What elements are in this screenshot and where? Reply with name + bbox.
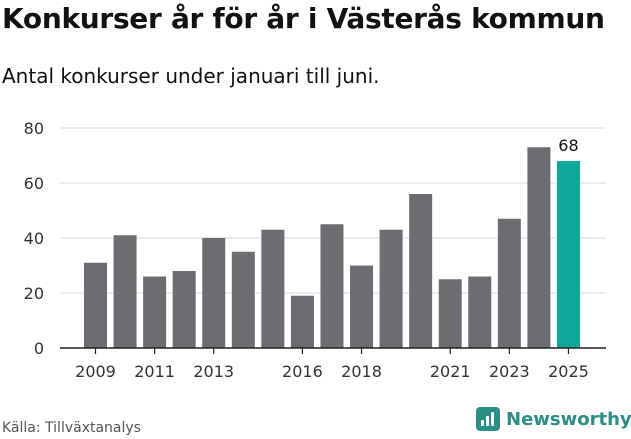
- bar-2021: [438, 279, 462, 348]
- chart-subtitle: Antal konkurser under januari till juni.: [2, 64, 380, 88]
- bar-2018: [350, 265, 374, 348]
- bar-2019: [379, 229, 403, 348]
- bar-2014: [231, 251, 255, 348]
- y-tick-label: 20: [24, 284, 44, 303]
- y-tick-label: 80: [24, 119, 44, 138]
- data-label: 68: [558, 136, 578, 155]
- bar-2024: [527, 147, 551, 348]
- bar-2022: [468, 276, 492, 348]
- bar-2009: [84, 262, 107, 348]
- x-tick-label: 2009: [75, 362, 116, 381]
- bar-2011: [143, 276, 167, 348]
- y-tick-label: 60: [24, 174, 44, 193]
- x-tick-label: 2023: [489, 362, 530, 381]
- brand-name: Newsworthy: [506, 408, 631, 430]
- bar-2023: [497, 218, 521, 348]
- x-tick-label: 2013: [193, 362, 234, 381]
- x-tick-label: 2021: [430, 362, 471, 381]
- x-tick-label: 2016: [282, 362, 323, 381]
- bar-2012: [172, 271, 196, 348]
- bar-2025: [556, 161, 580, 348]
- chart-title: Konkurser år för år i Västerås kommun: [2, 2, 605, 35]
- x-tick-label: 2018: [341, 362, 382, 381]
- x-tick-label: 2011: [134, 362, 175, 381]
- y-tick-label: 0: [34, 339, 44, 358]
- source-note: Källa: Tillväxtanalys: [2, 420, 141, 436]
- bar-2017: [320, 224, 344, 348]
- bar-2020: [409, 194, 433, 348]
- x-tick-label: 2025: [548, 362, 589, 381]
- bar-2013: [202, 238, 226, 348]
- y-tick-label: 40: [24, 229, 44, 248]
- brand-logo[interactable]: Newsworthy: [476, 407, 631, 431]
- bar-2016: [290, 295, 314, 348]
- bar-2015: [261, 229, 285, 348]
- bar-2010: [113, 235, 137, 348]
- newsworthy-logo-icon: [476, 407, 500, 431]
- bar-chart: 0 20 40 60 80 2009 2011 2013 2016 2018 2021 2023 202…: [24, 119, 606, 381]
